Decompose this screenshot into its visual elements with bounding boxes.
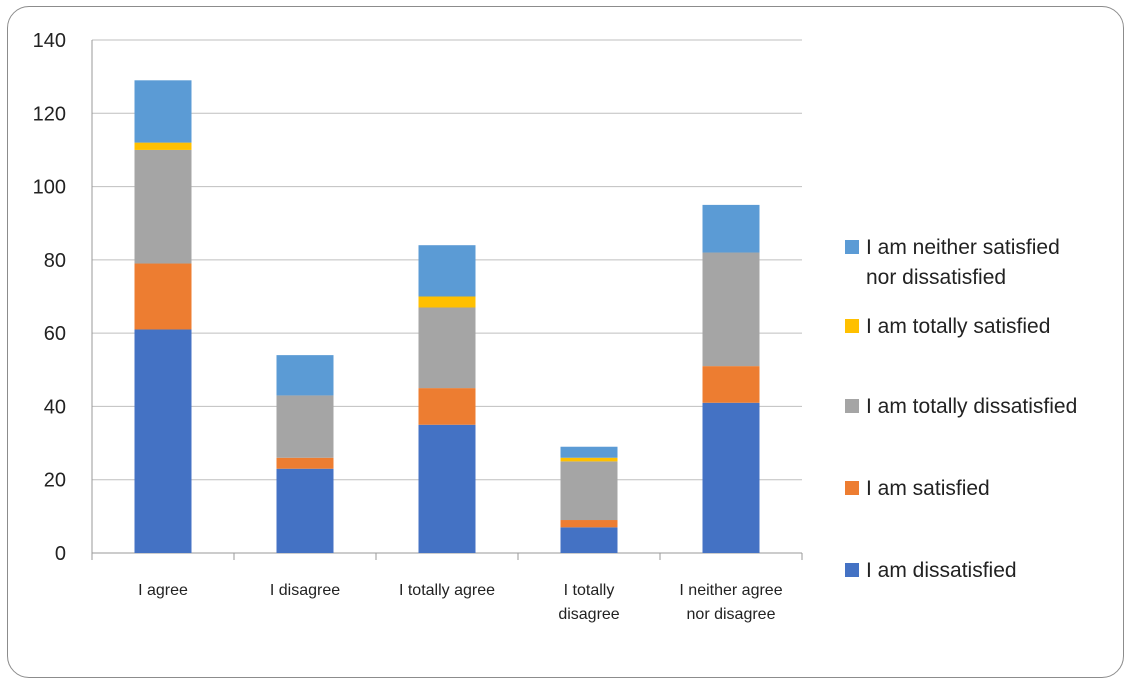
bar-segment — [134, 142, 192, 150]
bar-segment — [418, 245, 476, 297]
bar-segment — [560, 527, 618, 553]
x-tick-label: I agree — [138, 582, 188, 599]
bar-segment — [560, 520, 618, 528]
bar-segment — [134, 263, 192, 330]
bar-segment — [276, 395, 334, 458]
bar-segment — [134, 80, 192, 143]
bar-segment — [560, 446, 618, 458]
y-tick-label: 100 — [33, 177, 66, 199]
bar-segment — [134, 149, 192, 264]
y-tick-label: 20 — [44, 470, 66, 492]
bar-segment — [702, 366, 760, 403]
x-tick-label: I totally — [564, 582, 615, 599]
bar-segment — [418, 296, 476, 308]
bar-segment — [418, 424, 476, 553]
bar-segment — [276, 355, 334, 396]
x-tick-label: I neither agree — [679, 582, 782, 599]
bar-segment — [276, 468, 334, 553]
bar-segment — [560, 457, 618, 462]
legend-label: I am satisfied — [866, 477, 990, 500]
x-tick-label: nor disagree — [687, 606, 776, 623]
y-tick-label: 80 — [44, 250, 66, 272]
bar-segment — [418, 307, 476, 389]
legend-label: I am totally satisfied — [866, 315, 1050, 338]
legend-swatch — [845, 319, 859, 333]
x-tick-label: I totally agree — [399, 582, 495, 599]
bar-segment — [418, 388, 476, 425]
chart-frame — [7, 6, 1124, 678]
bar-segment — [702, 402, 760, 553]
legend-label: I am totally dissatisfied — [866, 395, 1077, 418]
y-tick-label: 0 — [55, 543, 66, 565]
bar-segment — [702, 204, 760, 253]
legend-swatch — [845, 240, 859, 254]
y-tick-label: 60 — [44, 323, 66, 345]
legend-swatch — [845, 563, 859, 577]
legend-label: I am neither satisfied — [866, 236, 1060, 259]
y-tick-label: 40 — [44, 396, 66, 418]
y-tick-label: 120 — [33, 103, 66, 125]
bar-segment — [702, 252, 760, 367]
bar-segment — [276, 457, 334, 469]
x-tick-label: disagree — [558, 606, 619, 623]
y-tick-label: 140 — [33, 30, 66, 52]
x-tick-label: I disagree — [270, 582, 340, 599]
legend-label: I am dissatisfied — [866, 559, 1017, 582]
legend-swatch — [845, 481, 859, 495]
bar-segment — [134, 329, 192, 553]
legend-swatch — [845, 399, 859, 413]
bar-segment — [560, 461, 618, 521]
legend-label: nor dissatisfied — [866, 266, 1006, 289]
